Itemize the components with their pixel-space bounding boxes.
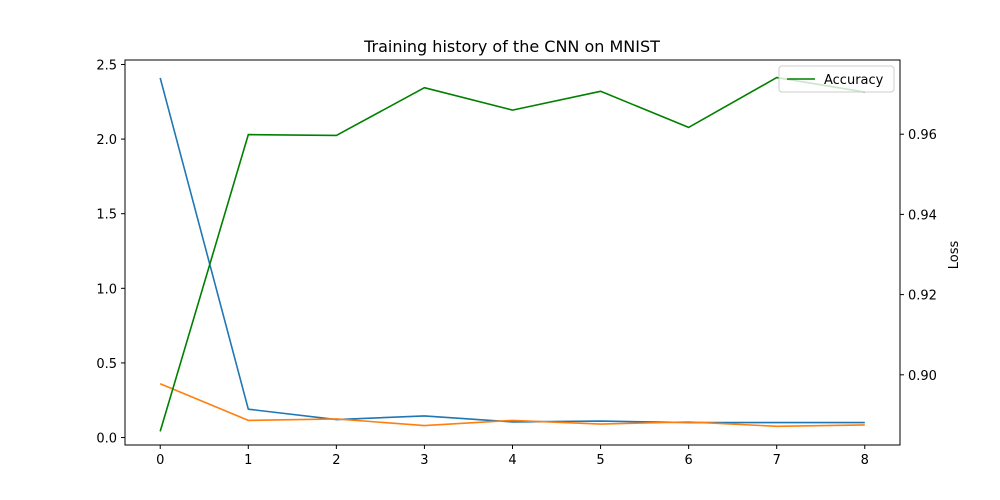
legend-label: Accuracy: [824, 73, 884, 88]
y-right-tick-label: 0.92: [908, 289, 937, 304]
x-tick-label: 7: [773, 453, 781, 468]
chart-title: Training history of the CNN on MNIST: [363, 37, 660, 56]
y-left-tick-label: 0.5: [96, 357, 117, 372]
x-tick-label: 4: [508, 453, 516, 468]
y-left-tick-label: 0.0: [96, 432, 117, 447]
y-left-tick-label: 1.5: [96, 208, 117, 223]
legend: Accuracy: [778, 65, 895, 93]
x-tick-label: 8: [861, 453, 869, 468]
y-right-tick-label: 0.96: [908, 128, 937, 143]
plot-area: [124, 59, 901, 446]
y-left-tick-label: 2.0: [96, 133, 117, 148]
series-line-accuracy: [159, 76, 865, 432]
x-tick-label: 3: [420, 453, 428, 468]
y-left-tick-label: 1.0: [96, 282, 117, 297]
y-axis-right-label: Loss: [947, 241, 962, 270]
y-axis-right: 0.90 0.92 0.94 0.96: [900, 128, 937, 384]
x-axis: 0 1 2 3 4 5 6 7 8: [156, 445, 869, 468]
series-line-left-1: [159, 77, 865, 424]
x-tick-label: 6: [684, 453, 692, 468]
y-left-tick-label: 2.5: [96, 58, 117, 73]
plot-frame: [124, 59, 901, 446]
y-right-tick-label: 0.90: [908, 369, 937, 384]
x-tick-label: 1: [244, 453, 252, 468]
series-line-left-2: [159, 383, 865, 428]
y-right-tick-label: 0.94: [908, 208, 937, 223]
x-tick-label: 5: [596, 453, 604, 468]
y-axis-left: 0.0 0.5 1.0 1.5 2.0 2.5: [96, 58, 125, 447]
x-tick-label: 0: [156, 453, 164, 468]
series-group: [159, 76, 865, 432]
x-tick-label: 2: [332, 453, 340, 468]
legend-box: [778, 65, 895, 93]
